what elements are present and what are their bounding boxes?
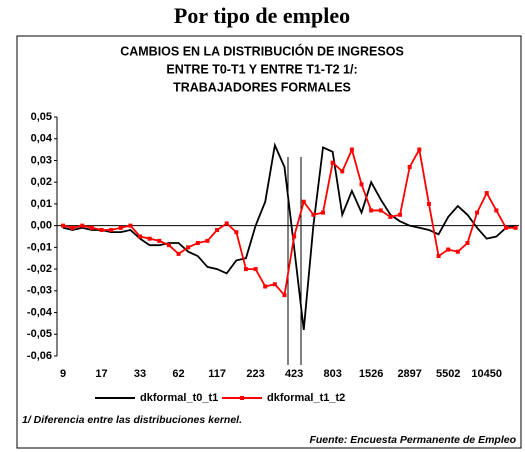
page-title: Por tipo de empleo: [174, 3, 350, 28]
x-tick-label: 1526: [359, 368, 383, 380]
y-tick-label: -0,04: [27, 306, 53, 318]
x-tick-label: 9: [60, 368, 66, 380]
point: [272, 282, 277, 287]
point: [109, 227, 114, 232]
point: [157, 238, 162, 243]
point: [195, 241, 200, 246]
x-tick-label: 5502: [436, 368, 460, 380]
legend-label: dkformal_t1_t2: [267, 392, 345, 404]
y-tick-label: 0,01: [31, 198, 52, 210]
y-tick-label: -0,05: [27, 328, 52, 340]
chart-title: TRABAJADORES FORMALES: [173, 80, 351, 94]
point: [407, 164, 412, 169]
series-line: [62, 146, 516, 298]
point: [138, 234, 143, 239]
point: [475, 210, 480, 215]
source: Fuente: Encuesta Permanente de Empleo: [309, 434, 516, 446]
y-tick-label: -0,06: [27, 350, 52, 362]
point: [321, 210, 326, 215]
x-tick-label: 117: [208, 368, 226, 380]
x-tick-label: 17: [95, 368, 107, 380]
x-tick-label: 10450: [471, 368, 502, 380]
footnote: 1/ Diferencia entre las distribuciones k…: [22, 414, 242, 426]
point: [205, 238, 210, 243]
point: [446, 247, 451, 252]
point: [455, 249, 460, 254]
point: [417, 147, 422, 152]
point: [426, 201, 431, 206]
point: [465, 241, 470, 246]
y-tick-label: -0,02: [27, 263, 52, 275]
x-tick-label: 2897: [397, 368, 421, 380]
point: [378, 208, 383, 213]
point: [359, 182, 364, 187]
point: [340, 169, 345, 174]
y-tick-label: 0,03: [31, 154, 52, 166]
point: [513, 225, 518, 230]
x-tick-label: 223: [246, 368, 264, 380]
x-tick-label: 423: [285, 368, 303, 380]
y-tick-label: 0,00: [31, 220, 52, 232]
point: [253, 267, 258, 272]
point: [215, 227, 220, 232]
point: [398, 212, 403, 217]
chart-frame: [16, 35, 522, 449]
series-line: [62, 142, 516, 331]
point: [349, 147, 354, 152]
y-tick-label: 0,02: [31, 176, 52, 188]
point: [503, 225, 508, 230]
point: [80, 223, 85, 228]
x-tick-label: 33: [134, 368, 146, 380]
chart-title: CAMBIOS EN LA DISTRIBUCIÓN DE INGRESOS: [120, 43, 404, 58]
point: [243, 267, 248, 272]
chart-title: ENTRE T0-T1 Y ENTRE T1-T2 1/:: [166, 62, 357, 76]
point: [61, 223, 65, 228]
point: [166, 243, 171, 248]
point: [147, 236, 152, 241]
point: [436, 254, 441, 259]
point: [301, 199, 306, 204]
point: [484, 191, 489, 196]
y-tick-label: 0,05: [31, 111, 52, 123]
point: [369, 208, 374, 213]
point: [186, 245, 191, 250]
point: [292, 234, 297, 239]
point: [388, 214, 393, 219]
point: [282, 293, 287, 298]
x-tick-label: 803: [323, 368, 341, 380]
point: [234, 230, 239, 235]
legend-label: dkformal_t0_t1: [140, 392, 218, 404]
point: [89, 225, 94, 230]
point: [330, 160, 335, 165]
point: [263, 284, 268, 289]
point: [224, 221, 229, 226]
y-tick-label: -0,01: [27, 241, 52, 253]
y-tick-label: -0,03: [27, 285, 52, 297]
point: [494, 208, 499, 213]
point: [70, 225, 75, 230]
point: [118, 225, 123, 230]
point: [128, 223, 133, 228]
point: [176, 251, 181, 256]
point: [311, 212, 316, 217]
point: [99, 227, 104, 232]
x-tick-label: 62: [172, 368, 184, 380]
legend-marker: [240, 396, 244, 400]
y-tick-label: 0,04: [31, 133, 53, 145]
